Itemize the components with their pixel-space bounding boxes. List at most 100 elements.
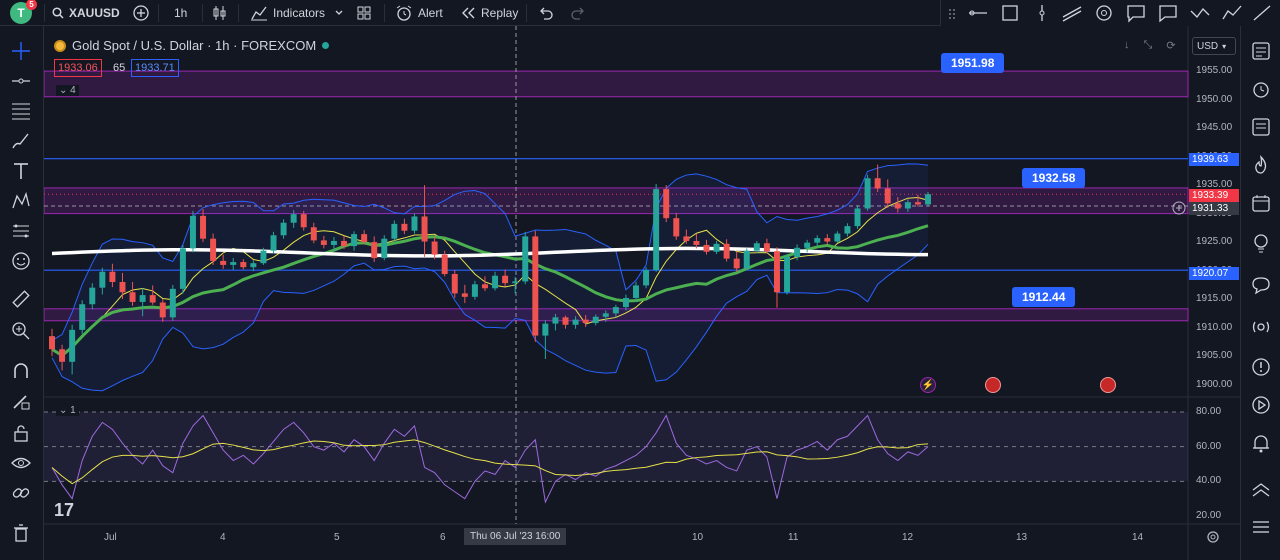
- magnet-icon[interactable]: [10, 360, 32, 382]
- sell-button[interactable]: 1933.06: [54, 59, 102, 77]
- candle-body: [693, 240, 700, 245]
- symbol-search[interactable]: XAUUSD: [52, 0, 120, 26]
- ruler-icon[interactable]: [10, 288, 32, 310]
- trading-panel-icon[interactable]: [1250, 480, 1272, 502]
- watchlist-icon[interactable]: [1250, 40, 1272, 62]
- tradingview-logo[interactable]: 17: [54, 500, 75, 520]
- buy-button[interactable]: 1933.71: [131, 59, 179, 77]
- crosshair-icon[interactable]: [10, 40, 32, 62]
- interval-button[interactable]: 1h: [174, 0, 187, 26]
- lock-icon[interactable]: [10, 422, 32, 444]
- candle-body: [341, 240, 347, 247]
- price-chart[interactable]: [44, 26, 1240, 560]
- collapse-rsi-toggle[interactable]: ⌄ 1: [56, 405, 79, 416]
- candle-body: [572, 319, 579, 325]
- currency-select[interactable]: USD ▾: [1192, 37, 1236, 55]
- candle-body: [69, 329, 76, 362]
- trend-line-icon[interactable]: [967, 3, 989, 23]
- spread-value: 65: [113, 62, 126, 74]
- comment-icon[interactable]: [1157, 3, 1179, 23]
- price-callout-low[interactable]: 1912.44: [1012, 287, 1076, 307]
- time-tick-label: 6: [440, 532, 446, 543]
- prediction-icon[interactable]: [10, 220, 32, 242]
- sell-price: 1933.06: [58, 62, 98, 74]
- alerts-clock-icon[interactable]: [1250, 78, 1272, 100]
- link-icon[interactable]: [10, 482, 32, 504]
- compare-symbol-button[interactable]: [132, 0, 150, 26]
- candlestick-icon: [213, 6, 226, 20]
- undo-button[interactable]: [538, 0, 554, 26]
- bell-icon[interactable]: [1250, 432, 1272, 454]
- calendar-icon[interactable]: [1250, 192, 1272, 214]
- chart-area[interactable]: Gold Spot / U.S. Dollar · 1h · FOREXCOM …: [44, 26, 1240, 560]
- us-economic-event-flag-icon[interactable]: [1100, 377, 1116, 393]
- zoom-in-icon[interactable]: [10, 320, 32, 342]
- left-drawing-toolbar: [0, 26, 44, 560]
- alert-button[interactable]: Alert: [395, 0, 443, 26]
- ideas-lightbulb-icon[interactable]: [1250, 232, 1272, 254]
- path-icon[interactable]: [1221, 3, 1243, 23]
- layouts-button[interactable]: [356, 0, 372, 26]
- ray-icon[interactable]: [1251, 3, 1273, 23]
- text-icon[interactable]: [10, 160, 32, 182]
- buy-price: 1933.71: [135, 62, 175, 74]
- lock-pencil-icon[interactable]: [10, 390, 32, 412]
- add-alert-plus-icon[interactable]: [1172, 201, 1186, 215]
- rectangle-icon[interactable]: [999, 3, 1021, 23]
- settings-gear-icon[interactable]: [1206, 530, 1220, 544]
- emoji-icon[interactable]: [10, 250, 32, 272]
- trend-line-tool-icon[interactable]: [10, 70, 32, 92]
- price-tick-label: 1910.00: [1196, 321, 1233, 333]
- avatar[interactable]: T 5: [10, 0, 37, 24]
- target-icon[interactable]: [1093, 3, 1115, 23]
- indicators-dropdown-button[interactable]: [334, 0, 344, 26]
- chart-type-button[interactable]: [212, 0, 228, 26]
- candle-body: [210, 238, 217, 261]
- candle-body: [109, 271, 116, 282]
- candle-body: [290, 214, 297, 223]
- trash-icon[interactable]: [10, 522, 32, 544]
- user-menu[interactable]: T 5: [10, 0, 37, 26]
- candle-body: [582, 319, 589, 324]
- candle-body: [250, 263, 257, 268]
- us-economic-event-flag-icon[interactable]: [985, 377, 1001, 393]
- toolbar-divider: [384, 4, 385, 22]
- scroll-down-icon[interactable]: ↓: [1124, 39, 1130, 51]
- eye-icon[interactable]: [10, 452, 32, 474]
- candle-body: [894, 203, 901, 209]
- candle-body: [733, 258, 740, 269]
- candle-body: [230, 262, 237, 265]
- indicator-count: 1: [70, 405, 76, 416]
- dividend-event-icon[interactable]: ⚡: [920, 377, 936, 393]
- callout-icon[interactable]: [1125, 3, 1147, 23]
- vertical-line-icon[interactable]: [1031, 3, 1053, 23]
- chart-controls: ↓ ⤡ ⟳: [1124, 39, 1176, 52]
- indicators-button[interactable]: Indicators: [250, 0, 325, 26]
- menu-icon[interactable]: [1250, 516, 1272, 538]
- fib-retracement-icon[interactable]: [10, 100, 32, 122]
- rsi-tick-label: 60.00: [1196, 440, 1222, 452]
- streams-icon[interactable]: [1250, 316, 1272, 338]
- pattern-icon[interactable]: [10, 190, 32, 212]
- drag-handle-icon[interactable]: [947, 7, 957, 21]
- replay-button[interactable]: Replay: [460, 0, 518, 26]
- parallel-channel-icon[interactable]: [1061, 3, 1083, 23]
- data-window-icon[interactable]: [1250, 116, 1272, 138]
- fullscreen-icon[interactable]: ⤡: [1143, 39, 1153, 51]
- chart-legend: Gold Spot / U.S. Dollar · 1h · FOREXCOM: [54, 38, 330, 53]
- hotlists-flame-icon[interactable]: [1250, 154, 1272, 176]
- price-callout-top[interactable]: 1951.98: [941, 53, 1005, 73]
- notifications-icon[interactable]: [1250, 356, 1272, 378]
- arrow-line-icon[interactable]: [1189, 3, 1211, 23]
- chat-icon[interactable]: [1250, 274, 1272, 296]
- collapse-indicators-toggle[interactable]: ⌄ 4: [56, 85, 79, 96]
- replay-play-icon[interactable]: [1250, 394, 1272, 416]
- redo-button[interactable]: [570, 0, 586, 26]
- candle-body: [169, 288, 176, 318]
- refresh-icon[interactable]: ⟳: [1166, 40, 1176, 52]
- brush-icon[interactable]: [10, 130, 32, 152]
- price-callout-mid[interactable]: 1932.58: [1022, 168, 1086, 188]
- market-open-icon: [322, 42, 330, 49]
- resistance-price-tag: 1939.63: [1189, 153, 1239, 166]
- price-tick-label: 1925.00: [1196, 236, 1233, 248]
